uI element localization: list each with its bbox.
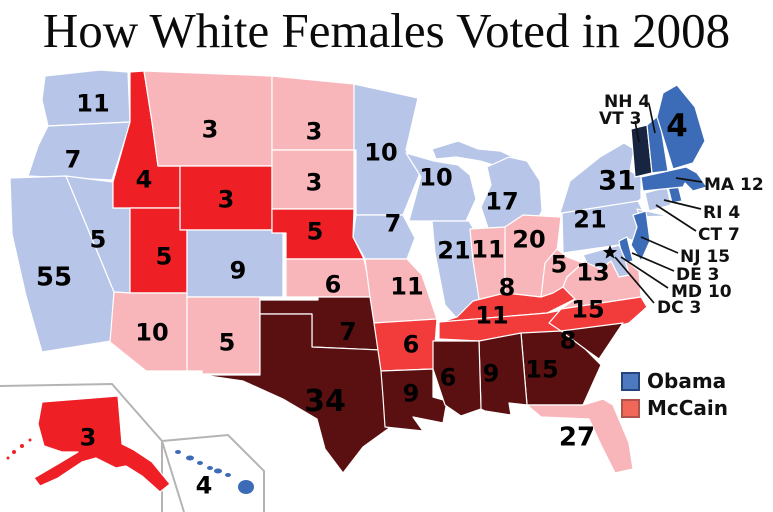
state-votes-AZ: 10 <box>135 319 168 347</box>
state-votes-WA: 11 <box>76 90 109 118</box>
state-votes-KY: 8 <box>499 274 516 302</box>
aleutian-islands <box>20 444 24 448</box>
state-votes-AR: 6 <box>403 331 420 359</box>
legend-label-obama: Obama <box>647 369 727 393</box>
state-votes-AK: 3 <box>80 424 97 452</box>
state-AL <box>478 332 528 416</box>
state-votes-OH: 20 <box>512 226 545 254</box>
state-votes-MS: 6 <box>440 364 457 392</box>
hawaii-islands <box>214 468 222 474</box>
hawaii-islands <box>175 450 181 454</box>
state-votes-OK: 7 <box>339 317 356 346</box>
legend-item-obama: Obama <box>621 369 728 393</box>
hawaii-islands <box>238 480 254 494</box>
hawaii-islands <box>207 466 213 470</box>
callout-MD: MD 10 <box>671 282 732 302</box>
aleutian-islands <box>6 456 10 460</box>
state-votes-SC: 8 <box>560 327 577 355</box>
state-votes-FL: 27 <box>559 422 595 452</box>
callout-line-MA <box>675 177 703 183</box>
dc-star-icon <box>602 245 618 259</box>
state-WI <box>405 152 477 222</box>
callout-RI: RI 4 <box>703 203 740 223</box>
state-votes-AL: 9 <box>483 360 500 388</box>
state-votes-GA: 15 <box>525 356 558 384</box>
state-votes-ID: 4 <box>136 166 153 194</box>
state-votes-CA: 55 <box>36 262 72 292</box>
hawaii-inset-box <box>161 433 265 512</box>
callout-line-NJ <box>640 236 679 254</box>
state-votes-WI: 10 <box>419 164 452 192</box>
state-votes-NM: 5 <box>219 329 236 357</box>
state-votes-KS: 6 <box>325 271 342 299</box>
legend-label-mccain: McCain <box>647 396 729 420</box>
obama-color-swatch-icon <box>621 371 640 391</box>
hawaii-islands <box>225 473 231 477</box>
state-NY <box>559 142 642 214</box>
state-votes-MO: 11 <box>390 273 423 301</box>
state-votes-MN: 10 <box>364 139 397 167</box>
state-MD <box>582 244 630 278</box>
state-votes-IA: 7 <box>385 210 402 238</box>
state-votes-NV: 5 <box>90 226 107 254</box>
state-votes-SD: 3 <box>306 169 323 197</box>
state-ME <box>656 84 706 170</box>
state-votes-UT: 5 <box>156 243 173 271</box>
callout-line-RI <box>663 199 702 210</box>
callout-CT: CT 7 <box>698 225 740 245</box>
state-votes-ND: 3 <box>306 118 323 146</box>
state-votes-IL: 21 <box>437 237 470 265</box>
callout-DC: DC 3 <box>657 298 701 318</box>
state-votes-LA: 9 <box>403 380 420 408</box>
callout-VT: VT 3 <box>599 109 642 129</box>
state-votes-CO: 9 <box>230 257 247 285</box>
state-votes-MT: 3 <box>202 116 219 144</box>
state-NJ <box>630 210 651 262</box>
state-votes-ME: 4 <box>666 108 688 144</box>
state-votes-OR: 7 <box>65 146 82 174</box>
callout-DE: DE 3 <box>676 265 719 285</box>
state-votes-IN: 11 <box>471 236 504 264</box>
state-votes-VA: 13 <box>576 259 609 287</box>
aleutian-islands <box>28 438 32 442</box>
legend: Obama McCain <box>621 369 728 420</box>
callout-NH: NH 4 <box>604 92 650 112</box>
hawaii-islands <box>186 455 194 461</box>
state-votes-NC: 15 <box>571 296 604 324</box>
state-MS <box>432 340 482 417</box>
page-title: How White Females Voted in 2008 <box>42 3 731 58</box>
callout-line-VT <box>634 120 640 143</box>
state-votes-WY: 3 <box>218 186 235 214</box>
state-AK <box>33 395 171 493</box>
callout-MA: MA 12 <box>704 175 764 195</box>
mccain-color-swatch-icon <box>621 398 640 418</box>
callout-NJ: NJ 15 <box>680 247 730 267</box>
state-votes-TN: 11 <box>475 302 508 330</box>
callout-line-DC <box>614 256 655 304</box>
callout-line-MD <box>620 256 669 289</box>
state-NH <box>646 114 669 174</box>
callout-line-DE <box>631 252 675 272</box>
state-votes-TX: 34 <box>304 384 346 419</box>
hawaii-islands <box>197 461 203 465</box>
callout-line-CT <box>655 204 697 232</box>
state-MA <box>640 166 708 192</box>
callout-line-NH <box>648 103 656 134</box>
state-votes-NE: 5 <box>307 218 324 246</box>
state-votes-PA: 21 <box>573 206 606 234</box>
state-votes-HI: 4 <box>196 472 213 500</box>
state-NM <box>186 296 261 375</box>
state-votes-MI: 17 <box>485 188 518 216</box>
state-LA <box>380 368 448 432</box>
legend-item-mccain: McCain <box>621 396 728 420</box>
aleutian-islands <box>12 450 16 454</box>
state-CO <box>186 229 284 298</box>
state-votes-NY: 31 <box>598 166 636 197</box>
state-FL <box>526 398 634 474</box>
state-votes-WV: 5 <box>551 251 568 279</box>
